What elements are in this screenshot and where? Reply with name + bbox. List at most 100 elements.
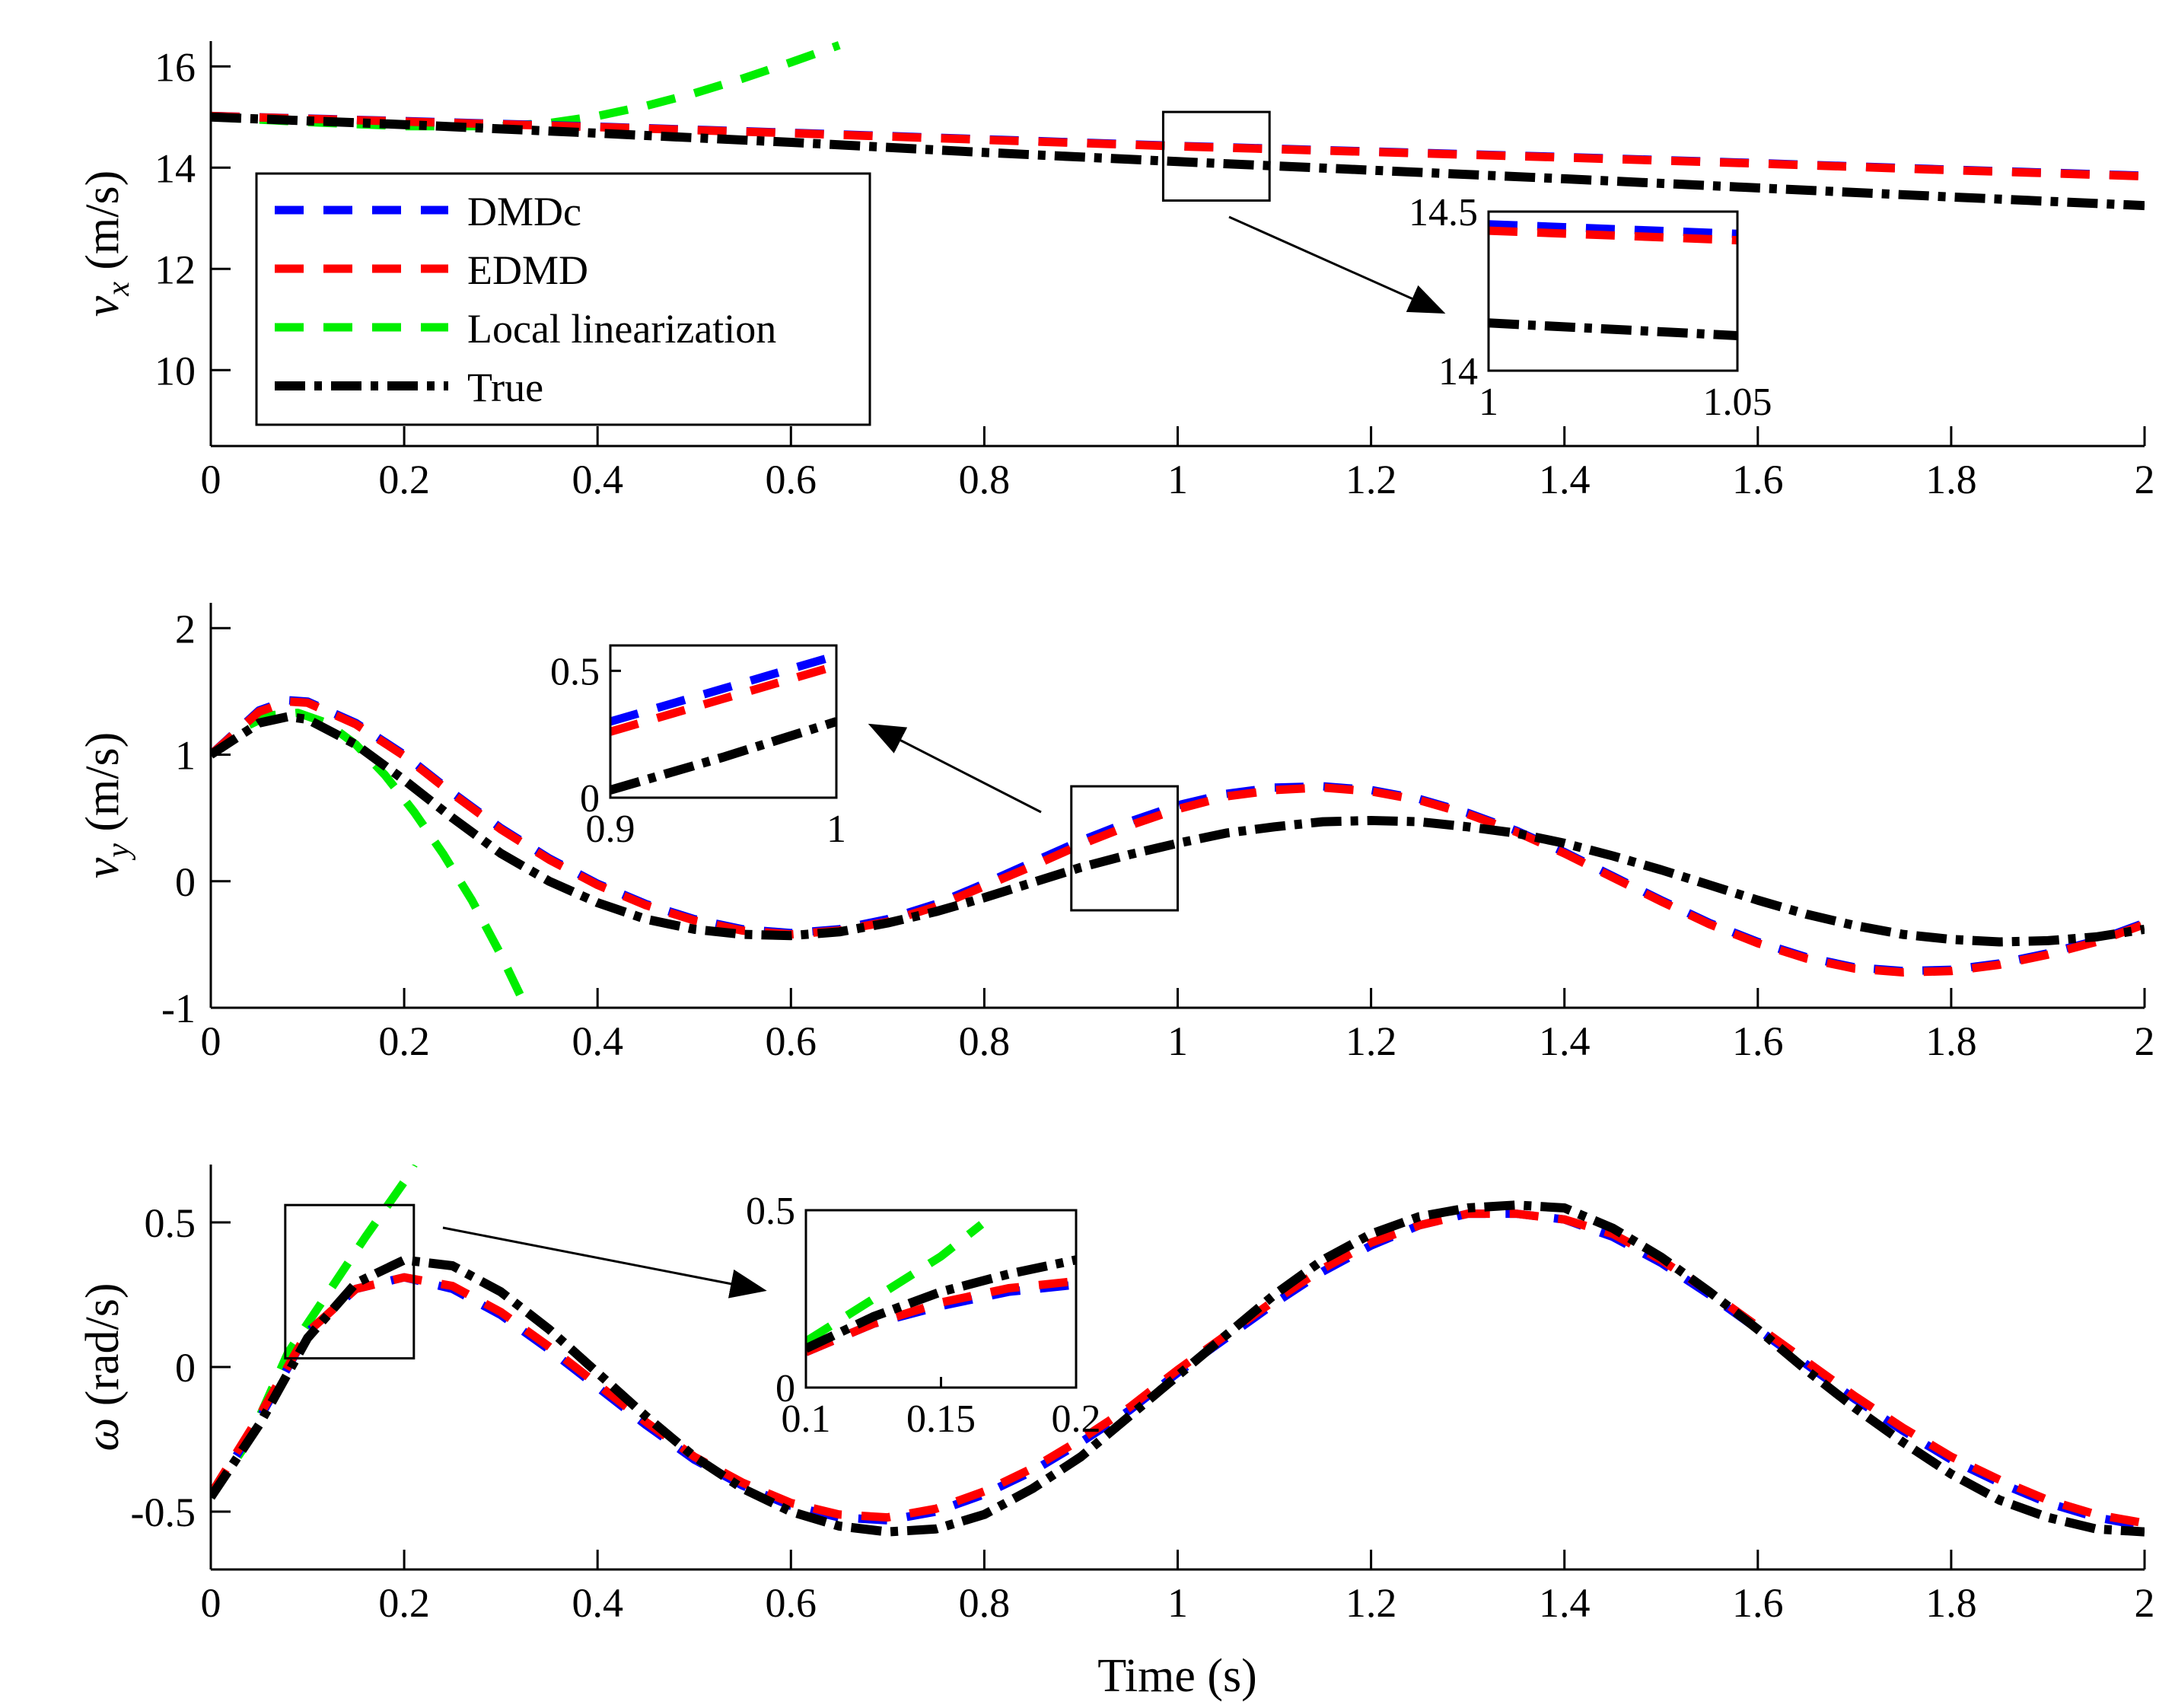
omega-y-tick-label: -0.5 xyxy=(131,1490,196,1535)
vy-y-axis-label: vy (m/s) xyxy=(77,732,136,879)
subplot-omega: 0 0.2 0.4 0.6 0.8 1 1.2 1.4 1.6 1.8 2-0.500.5ω (ra… xyxy=(77,1165,2155,1626)
x-axis-label: Time (s) xyxy=(1097,1650,1257,1702)
vx-series-group xyxy=(211,41,2145,211)
omega-y-axis-label-unit: (rad/s) xyxy=(77,1283,129,1417)
legend-item-edmd: EDMD xyxy=(275,247,588,293)
vy-inset-series-dmdc xyxy=(610,652,836,726)
vx-inset-y-tick-label: 14 xyxy=(1438,350,1478,394)
omega-x-tick-label: 0.4 xyxy=(572,1580,623,1626)
vy-inset-series-group xyxy=(610,652,836,795)
omega-x-tick-label: 0 xyxy=(201,1580,221,1626)
omega-x-tick-label: 1.6 xyxy=(1732,1580,1784,1626)
vy-series-edmd xyxy=(211,697,2145,977)
omega-y-tick-label: 0 xyxy=(175,1345,196,1391)
vx-y-axis-label: vx (m/s) xyxy=(77,170,136,317)
vx-x-tick-label: 0.2 xyxy=(378,457,430,502)
subplot-vx: 0 0.2 0.4 0.6 0.8 1 1.2 1.4 1.6 1.8 2 10 12 14 16 vx (m… xyxy=(77,41,2155,502)
vy-y-tick-label: 1 xyxy=(175,733,196,779)
vx-inset-series-edmd xyxy=(1489,226,1737,245)
vy-x-tick-label: 1 xyxy=(1167,1018,1188,1064)
omega-inset-x-tick-label: 0.15 xyxy=(906,1397,976,1441)
vy-x-tick-label: 0.6 xyxy=(766,1018,817,1064)
omega-inset: 0.1 0.15 0.2 0 0.5 xyxy=(746,1190,1101,1441)
legend: DMDc EDMD Local linearization True xyxy=(255,172,871,426)
legend-label: EDMD xyxy=(467,247,588,293)
omega-x-tick-label: 1.2 xyxy=(1345,1580,1397,1626)
vy-zoom-arrow xyxy=(868,723,1042,814)
vy-y-tick-label: 2 xyxy=(175,606,196,652)
vy-y-axis-label-unit: (m/s) xyxy=(77,732,129,843)
vy-inset-series-true xyxy=(610,717,836,795)
legend-item-true: True xyxy=(275,365,543,410)
vx-inset-x-tick-label: 1 xyxy=(1479,381,1498,424)
omega-inset-series-group xyxy=(806,1221,1076,1356)
vx-x-tick-label: 2 xyxy=(2135,457,2155,502)
vx-y-tick-label: 12 xyxy=(154,247,196,292)
vy-inset-frame xyxy=(609,644,838,799)
omega-x-tick-label: 0.6 xyxy=(766,1580,817,1626)
vy-x-tick-label: 1.8 xyxy=(1925,1018,1977,1064)
omega-inset-series-true xyxy=(806,1255,1076,1353)
omega-inset-y-tick-label: 0 xyxy=(775,1367,795,1410)
vx-inset-series-dmdc xyxy=(1489,220,1737,238)
vy-x-tick-label: 1.4 xyxy=(1539,1018,1591,1064)
vx-y-tick-label: 16 xyxy=(154,44,196,90)
omega-series-true xyxy=(211,1200,2145,1537)
vx-y-axis-label-unit: (m/s) xyxy=(77,170,129,282)
vx-x-tick-label: 1.4 xyxy=(1539,457,1591,502)
omega-inset-background xyxy=(806,1210,1076,1388)
omega-inset-y-tick-label: 0.5 xyxy=(746,1190,795,1233)
vx-inset-series-group xyxy=(1489,220,1737,340)
omega-zoom-box xyxy=(284,1203,416,1360)
vx-inset-series-true xyxy=(1489,318,1737,340)
vx-series-true xyxy=(211,112,2145,211)
vx-y-tick-label: 14 xyxy=(154,145,196,191)
omega-x-tick-label: 2 xyxy=(2135,1580,2155,1626)
vx-x-tick-label: 0.6 xyxy=(766,457,817,502)
vx-zoom-box xyxy=(1161,110,1271,202)
vy-inset-y-tick-label: 0.5 xyxy=(550,650,600,693)
vx-inset: 1 1.05 14 14.5 xyxy=(1409,191,1772,424)
vy-y-axis-label-var: v xyxy=(77,857,129,878)
vy-x-tick-label: 0 xyxy=(201,1018,221,1064)
vx-x-tick-label: 0 xyxy=(201,457,221,502)
omega-inset-x-tick-label: 0.1 xyxy=(782,1397,831,1441)
legend-item-dmdc: DMDc xyxy=(275,189,581,234)
omega-x-tick-label: 0.8 xyxy=(959,1580,1011,1626)
vx-zoom-arrow xyxy=(1228,215,1446,314)
vy-x-tick-label: 0.2 xyxy=(378,1018,430,1064)
vx-x-tick-label: 1.2 xyxy=(1345,457,1397,502)
omega-zoom-arrow xyxy=(442,1226,767,1299)
vx-x-tick-label: 1.6 xyxy=(1732,457,1784,502)
vx-x-tick-label: 1 xyxy=(1167,457,1188,502)
vy-inset-y-tick-label: 0 xyxy=(580,777,600,821)
vy-x-tick-label: 0.8 xyxy=(959,1018,1011,1064)
vx-x-tick-label: 1.8 xyxy=(1925,457,1977,502)
vy-inset-x-tick-label: 0.9 xyxy=(586,808,635,851)
omega-x-tick-label: 1.4 xyxy=(1539,1580,1591,1626)
vy-x-tick-label: 0.4 xyxy=(572,1018,623,1064)
vy-series-true xyxy=(211,712,2145,947)
legend-label: DMDc xyxy=(467,189,581,234)
omega-inset-series-local-linearization xyxy=(806,1221,985,1346)
vx-series-edmd xyxy=(211,111,2145,181)
vy-y-tick-label: -1 xyxy=(161,986,196,1031)
vx-x-tick-label: 0.4 xyxy=(572,457,623,502)
vy-x-tick-label: 1.2 xyxy=(1345,1018,1397,1064)
omega-series-group xyxy=(211,1165,2145,1537)
vy-x-tick-label: 1.6 xyxy=(1732,1018,1784,1064)
omega-y-tick-label: 0.5 xyxy=(145,1200,196,1246)
vx-y-axis-label-var: v xyxy=(77,295,129,317)
vy-x-tick-label: 2 xyxy=(2135,1018,2155,1064)
omega-x-tick-label: 1.8 xyxy=(1925,1580,1977,1626)
vx-y-tick-label: 10 xyxy=(154,348,196,394)
omega-x-tick-label: 1 xyxy=(1167,1580,1188,1626)
vy-inset: 0.9 1 0 0.5 xyxy=(550,644,846,851)
legend-label: True xyxy=(467,365,543,410)
omega-inset-series-edmd xyxy=(806,1276,1076,1356)
legend-label: Local linearization xyxy=(467,306,776,352)
omega-y-axis-label: ω (rad/s) xyxy=(77,1283,129,1451)
vx-inset-y-tick-label: 14.5 xyxy=(1409,191,1478,234)
